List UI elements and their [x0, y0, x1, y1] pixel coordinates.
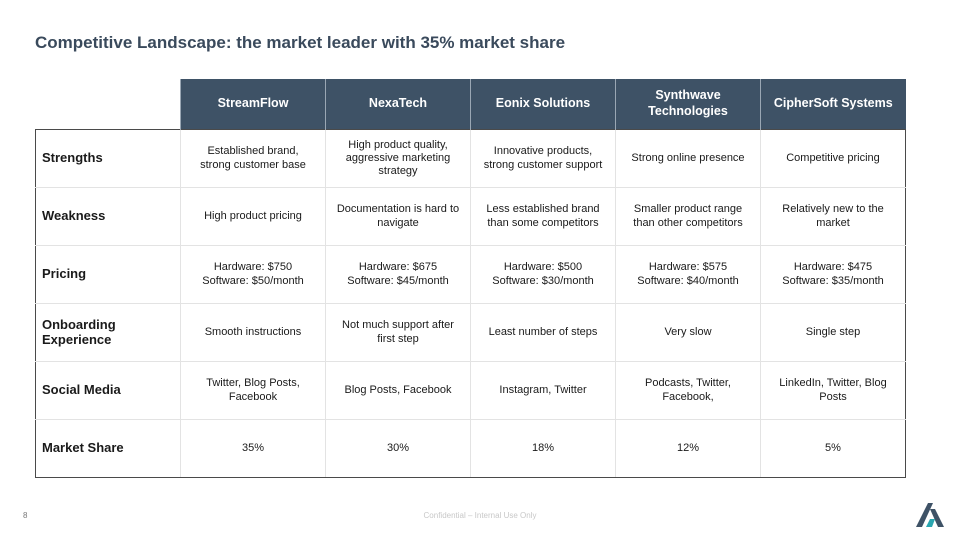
table-cell: Hardware: $750 Software: $50/month: [180, 245, 326, 304]
table-cell: 18%: [470, 419, 616, 478]
table-cell: Podcasts, Twitter, Facebook,: [615, 361, 761, 420]
table-row-weakness: Weakness High product pricing Documentat…: [35, 187, 906, 246]
table-cell: Hardware: $675 Software: $45/month: [325, 245, 471, 304]
table-cell: Hardware: $575 Software: $40/month: [615, 245, 761, 304]
table-cell: 5%: [760, 419, 906, 478]
table-cell: Very slow: [615, 303, 761, 362]
table-cell: Blog Posts, Facebook: [325, 361, 471, 420]
table-row-market-share: Market Share 35% 30% 18% 12% 5%: [35, 419, 906, 478]
table-corner-cell: [36, 79, 181, 130]
row-label: Onboarding Experience: [35, 303, 181, 362]
column-header-synthwave: Synthwave Technologies: [615, 79, 761, 130]
row-label: Weakness: [35, 187, 181, 246]
column-header-eonix: Eonix Solutions: [470, 79, 616, 130]
column-header-nexatech: NexaTech: [325, 79, 471, 130]
table-cell: Innovative products, strong customer sup…: [470, 129, 616, 188]
column-header-ciphersoft: CipherSoft Systems: [760, 79, 906, 130]
table-cell: High product pricing: [180, 187, 326, 246]
table-cell: 30%: [325, 419, 471, 478]
table-cell: Smaller product range than other competi…: [615, 187, 761, 246]
table-cell: Competitive pricing: [760, 129, 906, 188]
logo-dark-shape: [916, 503, 933, 527]
table-header-row: StreamFlow NexaTech Eonix Solutions Synt…: [36, 79, 906, 130]
logo-accent-shape: [926, 519, 935, 527]
table-cell: Established brand, strong customer base: [180, 129, 326, 188]
table-cell: Hardware: $500 Software: $30/month: [470, 245, 616, 304]
table-cell: High product quality, aggressive marketi…: [325, 129, 471, 188]
row-label: Strengths: [35, 129, 181, 188]
table-row-social-media: Social Media Twitter, Blog Posts, Facebo…: [35, 361, 906, 420]
table-cell: Single step: [760, 303, 906, 362]
table-row-pricing: Pricing Hardware: $750 Software: $50/mon…: [35, 245, 906, 304]
logo-dark-leg: [930, 509, 944, 527]
table-cell: 12%: [615, 419, 761, 478]
table-cell: Not much support after first step: [325, 303, 471, 362]
table-cell: Least number of steps: [470, 303, 616, 362]
row-label: Social Media: [35, 361, 181, 420]
row-label: Pricing: [35, 245, 181, 304]
page-number: 8: [23, 511, 28, 520]
column-header-streamflow: StreamFlow: [180, 79, 326, 130]
table-cell: Strong online presence: [615, 129, 761, 188]
confidential-footer: Confidential – Internal Use Only: [423, 511, 537, 520]
row-label: Market Share: [35, 419, 181, 478]
table-cell: Hardware: $475 Software: $35/month: [760, 245, 906, 304]
table-cell: Documentation is hard to navigate: [325, 187, 471, 246]
table-row-onboarding: Onboarding Experience Smooth instruction…: [35, 303, 906, 362]
brand-a-logo: [916, 503, 944, 527]
slide-title: Competitive Landscape: the market leader…: [35, 33, 566, 52]
competitor-table: StreamFlow NexaTech Eonix Solutions Synt…: [35, 79, 906, 478]
table-row-strengths: Strengths Established brand, strong cust…: [35, 129, 906, 188]
table-cell: Less established brand than some competi…: [470, 187, 616, 246]
table-cell: 35%: [180, 419, 326, 478]
table-cell: Relatively new to the market: [760, 187, 906, 246]
table-cell: Smooth instructions: [180, 303, 326, 362]
table-cell: Twitter, Blog Posts, Facebook: [180, 361, 326, 420]
table-cell: Instagram, Twitter: [470, 361, 616, 420]
table-cell: LinkedIn, Twitter, Blog Posts: [760, 361, 906, 420]
